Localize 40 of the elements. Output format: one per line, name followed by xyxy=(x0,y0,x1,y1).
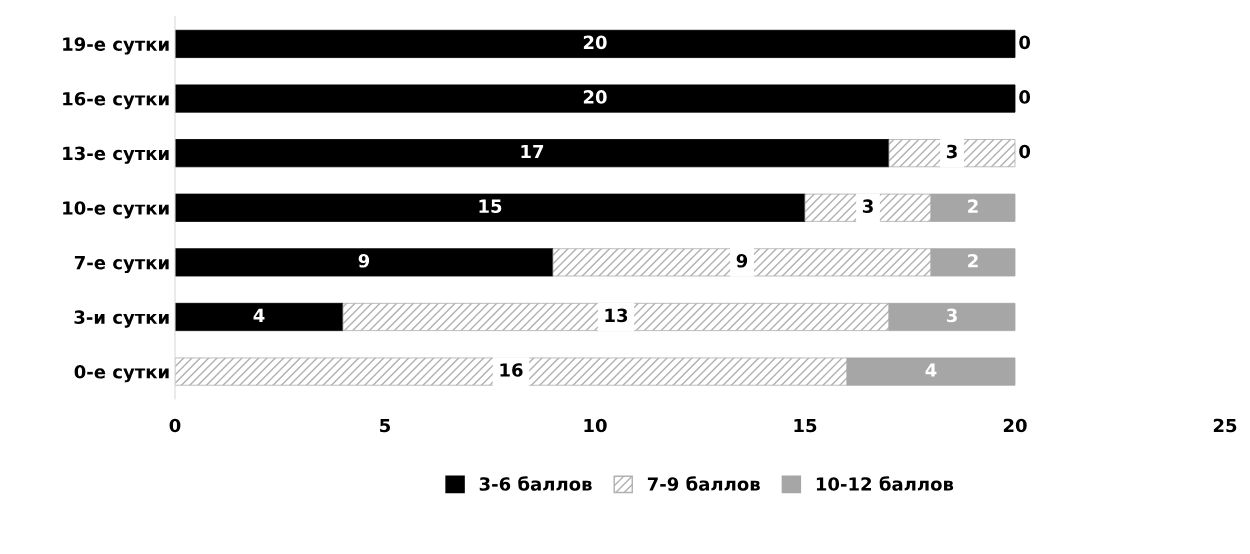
x-tick-label: 0 xyxy=(169,418,181,433)
data-label: 2 xyxy=(968,199,978,213)
x-tick-label: 15 xyxy=(794,418,817,433)
data-label: 2 xyxy=(968,253,978,268)
data-label: 16 xyxy=(500,363,523,377)
data-label: 20 xyxy=(583,35,607,50)
y-tick-label: 19-е сутки xyxy=(63,37,169,55)
legend-label: 10-12 баллов xyxy=(816,476,954,491)
x-tick-label: 20 xyxy=(1003,418,1027,433)
data-label: 0 xyxy=(1019,144,1031,159)
data-label: 4 xyxy=(253,308,265,322)
x-tick-label: 10 xyxy=(584,418,607,433)
bar xyxy=(175,302,344,332)
data-label: 3 xyxy=(862,199,873,213)
data-label: 0 xyxy=(1019,35,1031,50)
data-label: 13 xyxy=(605,308,628,323)
bar xyxy=(175,29,1016,58)
data-label: 3 xyxy=(946,144,957,159)
data-label: 4 xyxy=(925,363,937,377)
bar xyxy=(175,84,1016,113)
y-tick-label: 13-е сутки xyxy=(63,146,169,164)
bar xyxy=(175,248,554,277)
bar xyxy=(175,139,890,168)
legend-label: 3-6 баллов xyxy=(479,476,592,491)
y-tick-label: 10-е сутки xyxy=(63,201,169,219)
y-tick-label: 0-е сутки xyxy=(74,364,169,383)
data-label: 9 xyxy=(358,253,370,268)
x-tick-label: 5 xyxy=(380,418,391,433)
x-tick-label: 25 xyxy=(1213,418,1237,433)
data-label: 15 xyxy=(479,199,502,213)
y-tick-label: 16-е сутки xyxy=(63,91,169,110)
data-label: 17 xyxy=(521,144,544,159)
data-label: 3 xyxy=(946,308,957,323)
y-tick-label: 7-е сутки xyxy=(74,255,169,274)
bar xyxy=(175,193,806,222)
data-label: 0 xyxy=(1019,90,1031,104)
y-tick-label: 3-и сутки xyxy=(74,310,169,328)
data-label: 9 xyxy=(736,253,748,268)
legend-label: 7-9 баллов xyxy=(647,476,760,491)
data-label: 20 xyxy=(583,90,607,104)
